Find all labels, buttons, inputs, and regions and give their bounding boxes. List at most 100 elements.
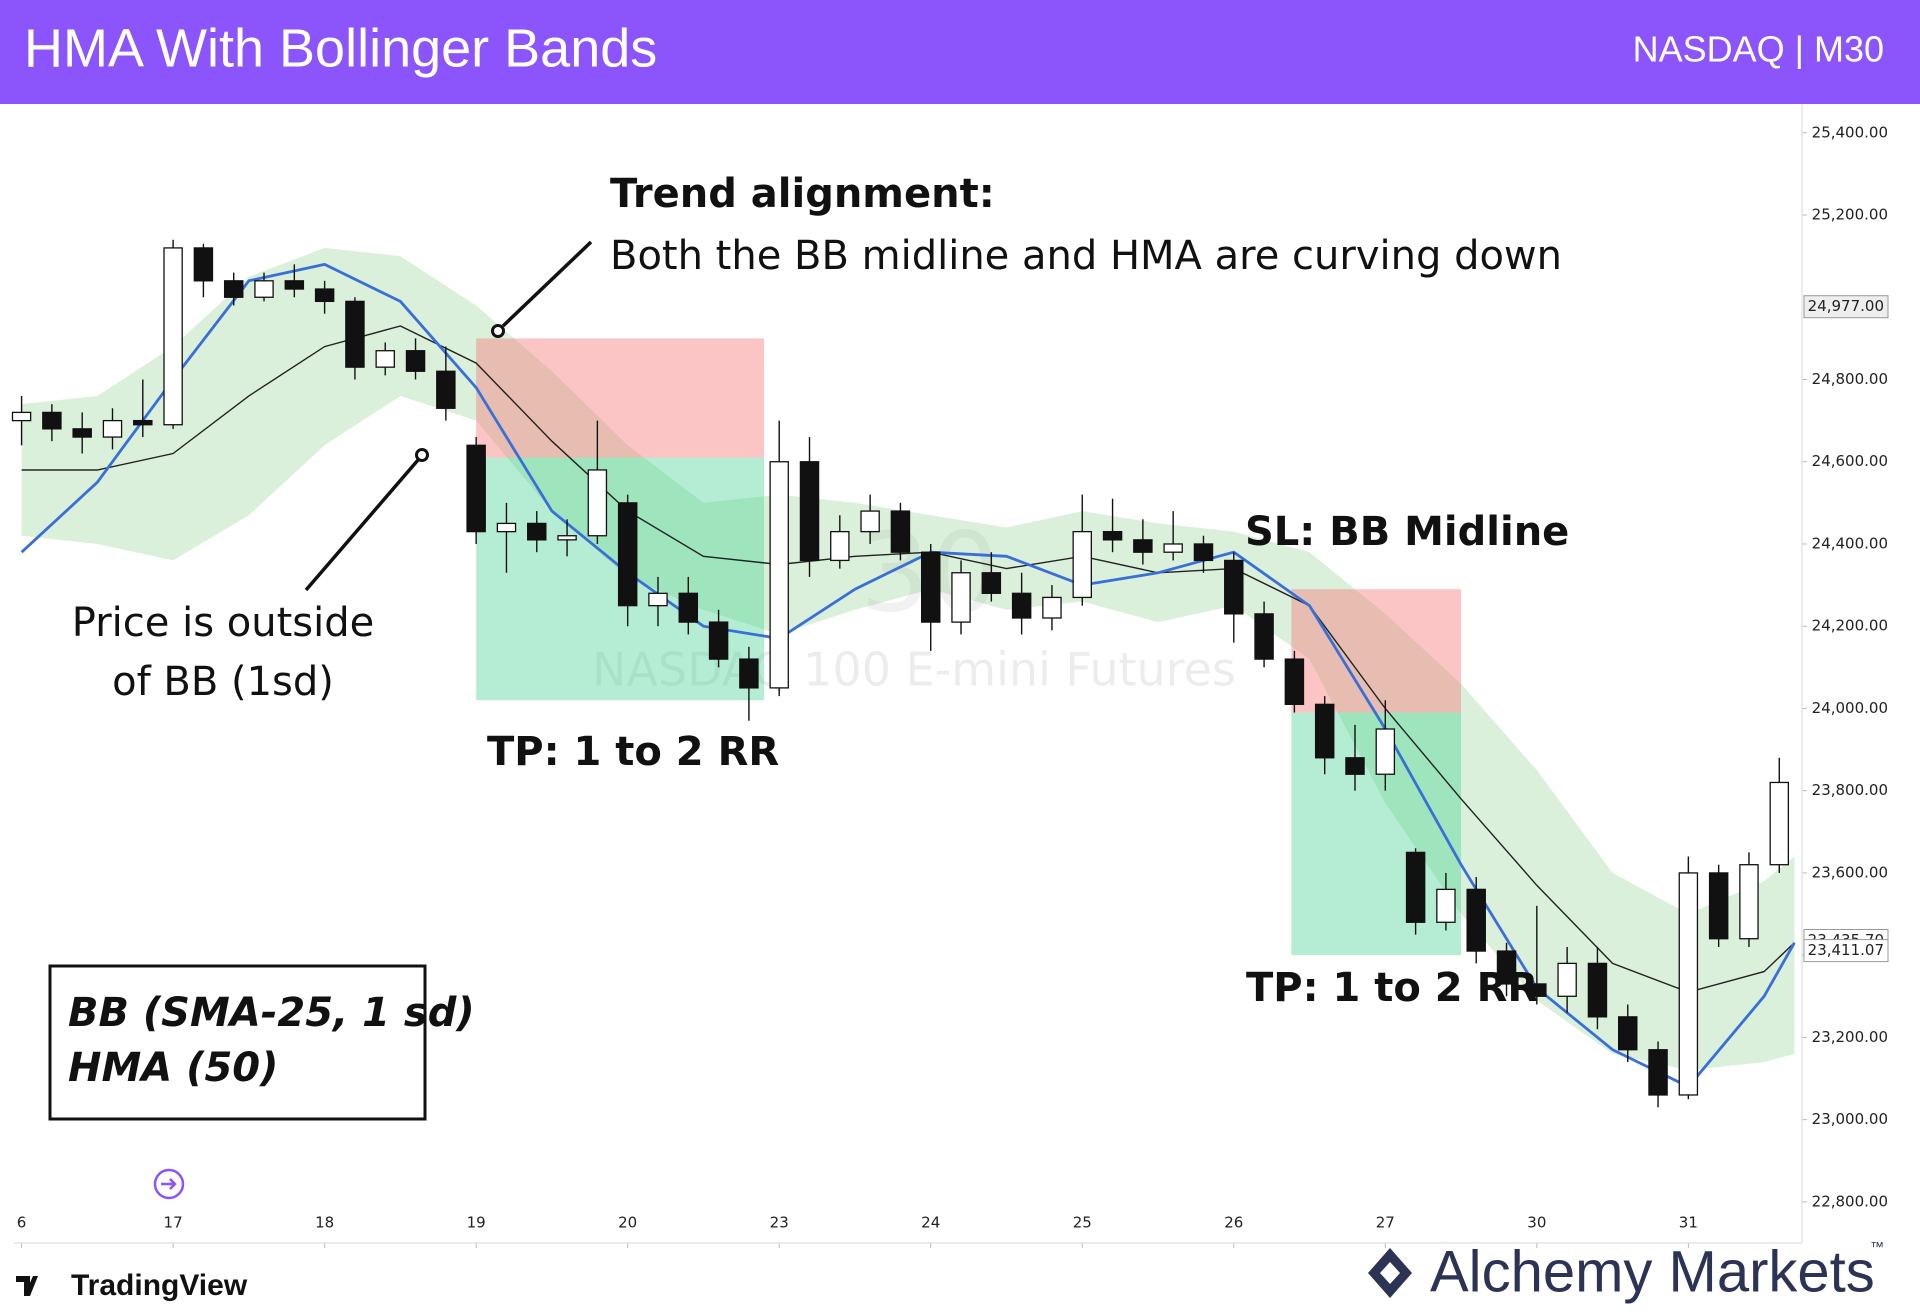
candle-body — [1193, 543, 1214, 562]
watermark: NASDAQ 100 E-mini Futures — [592, 643, 1236, 697]
x-tick-label: 6 — [17, 1214, 27, 1232]
y-tick-label: 24,000.00 — [1812, 699, 1888, 717]
candle-body — [860, 510, 880, 533]
candle-body — [1254, 613, 1274, 660]
price-label-box — [1803, 295, 1889, 319]
candle-body — [1769, 781, 1790, 866]
annotation: SL: BB Midline — [1245, 509, 1569, 555]
y-tick-label: 24,400.00 — [1812, 534, 1888, 552]
candle-body — [284, 280, 305, 290]
candle-body — [708, 621, 729, 660]
x-tick-label: 26 — [1224, 1214, 1243, 1232]
price-label: 23,411.07 — [1808, 941, 1884, 959]
candle-body — [1648, 1049, 1668, 1096]
x-tick-label: 24 — [921, 1214, 940, 1232]
candle-body — [1557, 962, 1577, 997]
candle-body — [314, 288, 335, 303]
candle-body — [1345, 757, 1365, 775]
candle-body — [527, 522, 547, 541]
y-tick-label: 23,800.00 — [1812, 781, 1888, 799]
candle-body — [72, 428, 92, 438]
candle-body — [1284, 658, 1305, 705]
candle-body — [42, 411, 62, 430]
pointer-dot — [415, 448, 429, 462]
x-tick-label: 23 — [770, 1214, 789, 1232]
candle-body — [1102, 530, 1123, 541]
x-tick-label: 19 — [467, 1214, 486, 1232]
legend-entry: HMA (50) — [68, 1045, 278, 1091]
pointer — [304, 458, 420, 592]
instrument: NASDAQ | M30 — [1633, 29, 1884, 70]
candle-body — [739, 658, 759, 689]
candle-body — [1163, 543, 1183, 553]
candle-body — [557, 535, 577, 541]
candle-body — [1466, 888, 1486, 952]
candle-body — [1739, 864, 1759, 940]
y-tick-label: 23,000.00 — [1812, 1110, 1888, 1128]
candle-body — [1042, 596, 1062, 619]
event-icon-arrow — [161, 1178, 177, 1190]
candle-body — [1375, 728, 1396, 775]
y-tick-label: 24,800.00 — [1812, 370, 1888, 388]
legend-box — [48, 964, 427, 1121]
pointer-dot — [491, 324, 505, 338]
candle-body — [375, 350, 395, 368]
annotation: Price is outside — [72, 600, 374, 646]
candle-body — [496, 522, 517, 533]
candle-body — [1436, 888, 1456, 923]
price-label-box — [1803, 939, 1889, 963]
candle-body — [405, 350, 426, 372]
candle-body — [1405, 851, 1426, 923]
x-tick-label: 30 — [1527, 1214, 1546, 1232]
candle-body — [11, 411, 32, 422]
footer: TradingView Alchemy Markets ™ — [16, 1239, 1884, 1304]
x-tick-label: 18 — [315, 1214, 334, 1232]
candle-body — [102, 419, 123, 438]
candle-body — [890, 510, 911, 553]
x-tick-label: 27 — [1376, 1214, 1395, 1232]
candle-body — [1618, 1016, 1638, 1051]
candle-body — [920, 551, 941, 623]
x-tick-label: 25 — [1073, 1214, 1092, 1232]
candle-body — [769, 461, 789, 689]
annotation-title: Trend alignment: — [610, 171, 995, 217]
price-label: 24,977.00 — [1808, 297, 1884, 315]
header-bar — [0, 0, 1920, 104]
annotation: of BB (1sd) — [112, 659, 334, 705]
candle-body — [254, 280, 274, 298]
y-tick-label: 24,200.00 — [1812, 617, 1888, 635]
x-tick-label: 20 — [618, 1214, 637, 1232]
candle-body — [799, 461, 820, 562]
brand-logo — [1368, 1248, 1412, 1298]
candle-body — [436, 370, 456, 409]
brand: Alchemy Markets — [1430, 1239, 1875, 1304]
candle-body — [587, 469, 608, 537]
candle-body — [1678, 872, 1699, 1096]
title: HMA With Bollinger Bands — [24, 18, 657, 78]
annotation: TP: 1 to 2 RR — [1246, 965, 1538, 1011]
pointer — [501, 240, 593, 328]
candle-body — [1496, 950, 1517, 985]
y-tick-label: 22,800.00 — [1812, 1192, 1888, 1210]
candle-body — [193, 247, 214, 282]
candle-body — [163, 247, 183, 426]
candle-body — [1708, 872, 1729, 940]
stop-zone — [1291, 589, 1462, 713]
plot: 30 NASDAQ 100 E-mini Futures 22,800.00 23,0… — [11, 123, 1889, 1248]
candle-body — [648, 592, 668, 607]
legend-entry: BB (SMA-25, 1 sd) — [68, 990, 475, 1036]
candle-body — [951, 572, 971, 623]
candle-body — [1011, 592, 1032, 619]
candle-body — [1527, 983, 1547, 997]
candle-body — [1133, 539, 1153, 553]
x-tick-label: 31 — [1679, 1214, 1698, 1232]
candle-body — [133, 419, 153, 426]
candle-body — [678, 592, 699, 623]
annotation: Both the BB midline and HMA are curving … — [610, 233, 1562, 279]
candle-body — [345, 300, 365, 368]
bb-band — [21, 247, 1795, 1071]
y-tick-label: 25,200.00 — [1812, 206, 1888, 224]
tv-logo — [16, 1276, 38, 1296]
platform: TradingView — [71, 1269, 248, 1302]
